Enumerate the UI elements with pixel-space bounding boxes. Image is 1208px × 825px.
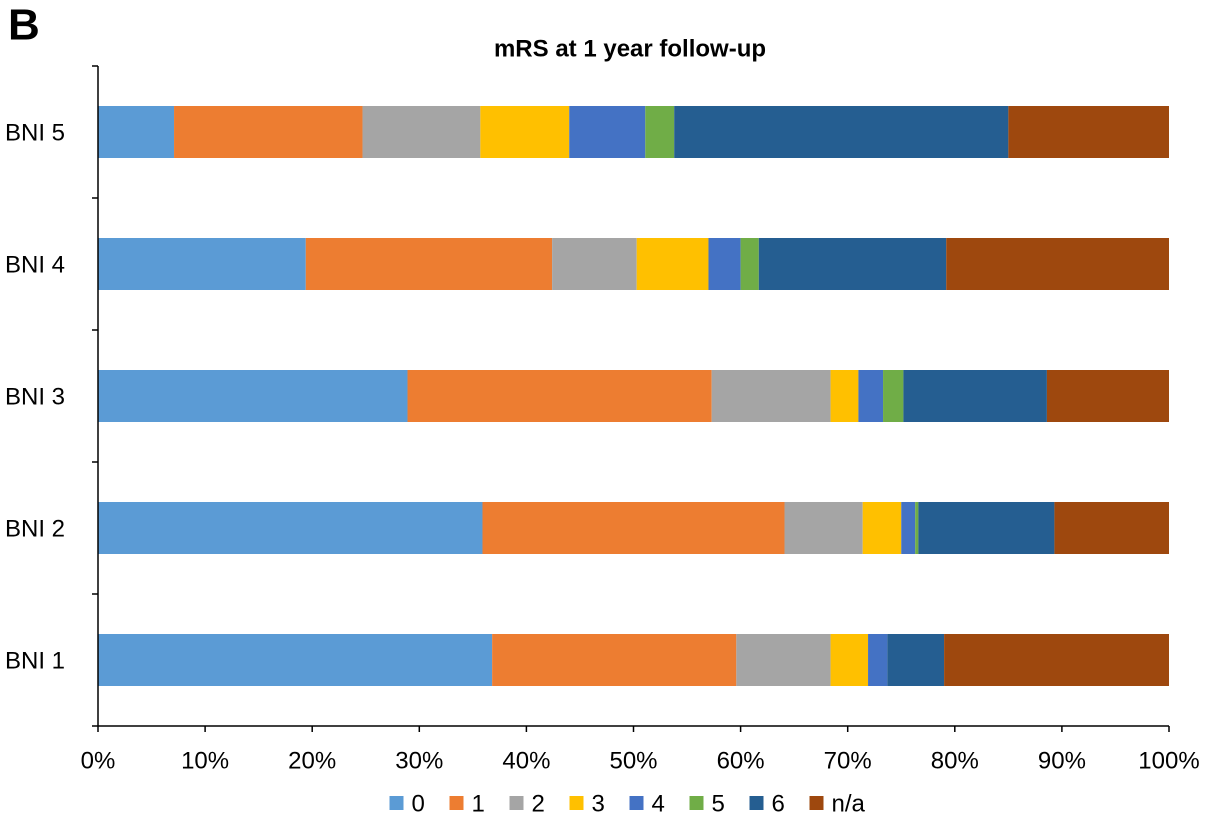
y-tick-label: BNI 1 [5,647,65,674]
bar-segment [1008,106,1169,158]
legend-label: n/a [832,790,866,817]
bar-segment [305,238,553,290]
bar-segment [901,502,916,554]
legend-swatch [569,796,584,810]
bar-segment [830,370,859,422]
bar-segment [480,106,570,158]
legend-label: 3 [592,790,605,817]
bar-segment [98,502,483,554]
x-tick-label: 0% [81,747,116,774]
bar-segment [362,106,481,158]
bar-segment [887,634,945,686]
bar-segment [862,502,902,554]
legend-swatch [509,796,524,810]
bar-segment [174,106,363,158]
legend-label: 0 [412,790,425,817]
x-tick-label: 90% [1038,747,1086,774]
bar-segment [711,370,831,422]
bar-segment [98,238,306,290]
legend-swatch [749,796,764,810]
x-tick-label: 60% [717,747,765,774]
bar-segment [645,106,675,158]
bar-segment [758,238,947,290]
bar-segment [784,502,863,554]
x-tick-label: 30% [395,747,443,774]
bar-segment [883,370,904,422]
legend-swatch [389,796,404,810]
x-tick-label: 80% [931,747,979,774]
y-tick-label: BNI 5 [5,119,65,146]
bar-segment [674,106,1009,158]
legend-label: 5 [712,790,725,817]
bar-segment [482,502,785,554]
bar-segment [569,106,646,158]
bar-segment [1046,370,1169,422]
chart-title: mRS at 1 year follow-up [494,35,766,62]
x-tick-label: 50% [609,747,657,774]
y-tick-label: BNI 3 [5,383,65,410]
legend-label: 2 [532,790,545,817]
bar-segment [1054,502,1169,554]
bar-segment [858,370,884,422]
x-tick-label: 10% [181,747,229,774]
bar-segment [552,238,637,290]
legend-label: 6 [772,790,785,817]
y-tick-label: BNI 4 [5,251,65,278]
bar-segment [98,106,175,158]
bar-segment [903,370,1047,422]
bar-segment [736,634,831,686]
y-tick-label: BNI 2 [5,515,65,542]
bar-segment [708,238,741,290]
panel-label: B [8,1,40,50]
bar-segment [915,502,919,554]
x-tick-label: 40% [502,747,550,774]
bar-segment [946,238,1169,290]
x-tick-label: 20% [288,747,336,774]
bar-segment [740,238,759,290]
legend-label: 4 [652,790,665,817]
bar-segment [918,502,1055,554]
legend-swatch [689,796,704,810]
bar-segment [492,634,737,686]
bar-segment [944,634,1169,686]
x-tick-label: 100% [1138,747,1199,774]
legend-label: 1 [472,790,485,817]
bar-segment [407,370,712,422]
bar-segment [98,370,408,422]
legend-swatch [809,796,824,810]
legend-swatch [449,796,464,810]
bar-segment [830,634,869,686]
bar-segment [636,238,709,290]
bar-segment [98,634,493,686]
legend-swatch [629,796,644,810]
bar-segment [868,634,888,686]
x-tick-label: 70% [824,747,872,774]
